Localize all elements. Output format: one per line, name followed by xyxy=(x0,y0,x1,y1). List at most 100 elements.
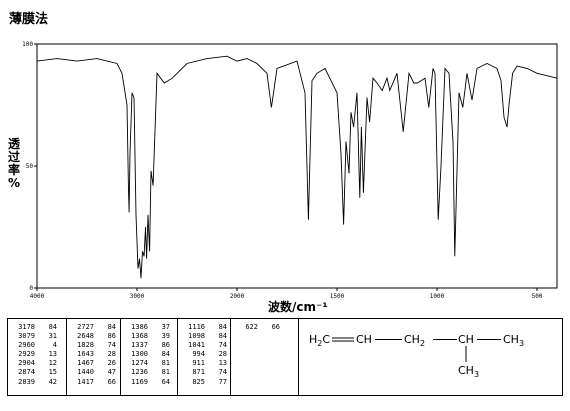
peak-column: 3178 84 3079 31 2960 4 2929 13 2904 12 2874 15 2839 4… xyxy=(8,319,67,395)
formula-ch: CH xyxy=(404,333,420,346)
structure-bonds xyxy=(332,337,501,362)
peak-wavenumber: 825 xyxy=(192,377,205,386)
formula-ch-vinyl: CH xyxy=(356,333,372,346)
peak-row: 1300 84 xyxy=(121,350,177,359)
peak-row: 2727 84 xyxy=(67,323,120,332)
peak-column: 2727 84 2648 86 1828 74 1643 28 1467 26 1440 47 1417… xyxy=(67,319,121,395)
peak-row: 1440 47 xyxy=(67,368,120,377)
peak-transmittance: 66 xyxy=(271,323,280,331)
peak-wavenumber: 2839 xyxy=(18,377,35,386)
peak-wavenumber: 2727 xyxy=(77,323,94,331)
peak-wavenumber: 1417 xyxy=(77,377,94,386)
y-axis-label-char: 透 xyxy=(7,137,20,151)
peak-row: 3178 84 xyxy=(8,323,66,332)
peak-wavenumber: 1300 xyxy=(131,350,148,359)
peak-wavenumber: 1386 xyxy=(131,323,148,331)
peak-wavenumber: 1643 xyxy=(77,350,94,359)
y-axis-label-char: 过 xyxy=(7,150,20,164)
peak-row: 871 74 xyxy=(178,368,230,377)
peak-row: 911 13 xyxy=(178,359,230,368)
peak-row: 1236 81 xyxy=(121,368,177,377)
peak-row: 1386 37 xyxy=(121,323,177,332)
peak-row: 1274 81 xyxy=(121,359,177,368)
peak-wavenumber: 1467 xyxy=(77,359,94,368)
x-tick-label: 4000 xyxy=(30,293,45,300)
peak-transmittance: 84 xyxy=(218,332,227,341)
peak-transmittance: 13 xyxy=(218,359,227,368)
peak-wavenumber: 2874 xyxy=(18,368,35,377)
peak-wavenumber: 3079 xyxy=(18,332,35,341)
peak-transmittance: 13 xyxy=(48,350,57,359)
peak-transmittance: 81 xyxy=(161,368,170,377)
peak-transmittance: 15 xyxy=(48,368,57,377)
peak-row: 2904 12 xyxy=(8,359,66,368)
y-axis-label: 透 过 率 % xyxy=(5,138,23,190)
peak-row: 2929 13 xyxy=(8,350,66,359)
peak-transmittance: 66 xyxy=(107,377,116,386)
peak-transmittance: 74 xyxy=(218,368,227,377)
y-ticks: 0 50 100 xyxy=(22,41,37,292)
peak-wavenumber: 2929 xyxy=(18,350,35,359)
y-tick-label: 0 xyxy=(29,285,33,292)
peak-wavenumber: 1041 xyxy=(188,341,205,350)
peak-wavenumber: 3178 xyxy=(18,323,35,331)
peak-transmittance: 84 xyxy=(218,323,227,331)
formula-sub: 2 xyxy=(317,339,323,349)
peak-wavenumber: 2960 xyxy=(18,341,35,350)
peak-row: 1417 66 xyxy=(67,378,120,387)
peak-transmittance: 81 xyxy=(161,359,170,368)
formula-sub: 3 xyxy=(473,370,480,380)
peak-wavenumber: 2904 xyxy=(18,359,35,368)
peak-wavenumber: 1236 xyxy=(131,368,148,377)
y-tick-label: 50 xyxy=(26,163,34,170)
peak-wavenumber: 2648 xyxy=(77,332,94,341)
peak-transmittance: 64 xyxy=(161,377,170,386)
peak-row: 622 66 xyxy=(231,323,298,332)
structure-formula: H2C CH CH2 CH CH3 CH3 xyxy=(299,319,562,395)
formula-ch2: CH2 xyxy=(404,333,425,348)
y-tick-label: 100 xyxy=(22,41,33,48)
formula-ch-branch: CH xyxy=(458,333,474,346)
peak-transmittance: 28 xyxy=(107,350,116,359)
peak-row: 2839 42 xyxy=(8,378,66,387)
formula-c: C xyxy=(322,333,331,346)
peak-wavenumber: 1169 xyxy=(131,377,148,386)
plot-frame xyxy=(36,43,558,289)
peak-transmittance: 74 xyxy=(218,341,227,350)
formula-sub: 2 xyxy=(419,339,426,349)
x-tick-label: 1000 xyxy=(430,293,445,300)
peak-transmittance: 84 xyxy=(48,323,57,331)
y-axis-label-char: % xyxy=(7,176,21,190)
peak-transmittance: 4 xyxy=(52,341,57,350)
peak-wavenumber: 1368 xyxy=(131,332,148,341)
peak-transmittance: 26 xyxy=(107,359,116,368)
peak-transmittance: 77 xyxy=(218,377,227,386)
peak-column: 1116 84 1098 84 1041 74 994 28 911 13 871 74 825 77 xyxy=(178,319,231,395)
peak-row: 1169 64 xyxy=(121,378,177,387)
peak-wavenumber: 911 xyxy=(192,359,205,368)
x-axis-label: 波数/cm⁻¹ xyxy=(268,300,328,314)
x-tick-label: 3000 xyxy=(130,293,145,300)
peak-table: 3178 84 3079 31 2960 4 2929 13 2904 12 2874 15 2839 4… xyxy=(7,318,563,396)
peak-transmittance: 86 xyxy=(161,341,170,350)
peak-wavenumber: 1098 xyxy=(188,332,205,341)
peak-wavenumber: 1274 xyxy=(131,359,148,368)
x-tick-label: 1500 xyxy=(330,293,345,300)
peak-row: 1368 39 xyxy=(121,332,177,341)
peak-row: 2648 86 xyxy=(67,332,120,341)
method-label: 薄膜法 xyxy=(9,12,49,27)
peak-wavenumber: 1828 xyxy=(77,341,94,350)
peak-wavenumber: 622 xyxy=(245,323,258,331)
x-tick-label: 2000 xyxy=(230,293,245,300)
x-tick-label: 500 xyxy=(532,293,543,300)
peak-row: 994 28 xyxy=(178,350,230,359)
peak-transmittance: 86 xyxy=(107,332,116,341)
peak-row: 1467 26 xyxy=(67,359,120,368)
peak-transmittance: 84 xyxy=(161,350,170,359)
formula-ch: CH xyxy=(503,333,519,346)
y-axis-label-char: 率 xyxy=(7,163,20,177)
peak-row: 1116 84 xyxy=(178,323,230,332)
formula-sub: 3 xyxy=(518,339,525,349)
peak-transmittance: 42 xyxy=(48,377,57,386)
peak-wavenumber: 1337 xyxy=(131,341,148,350)
